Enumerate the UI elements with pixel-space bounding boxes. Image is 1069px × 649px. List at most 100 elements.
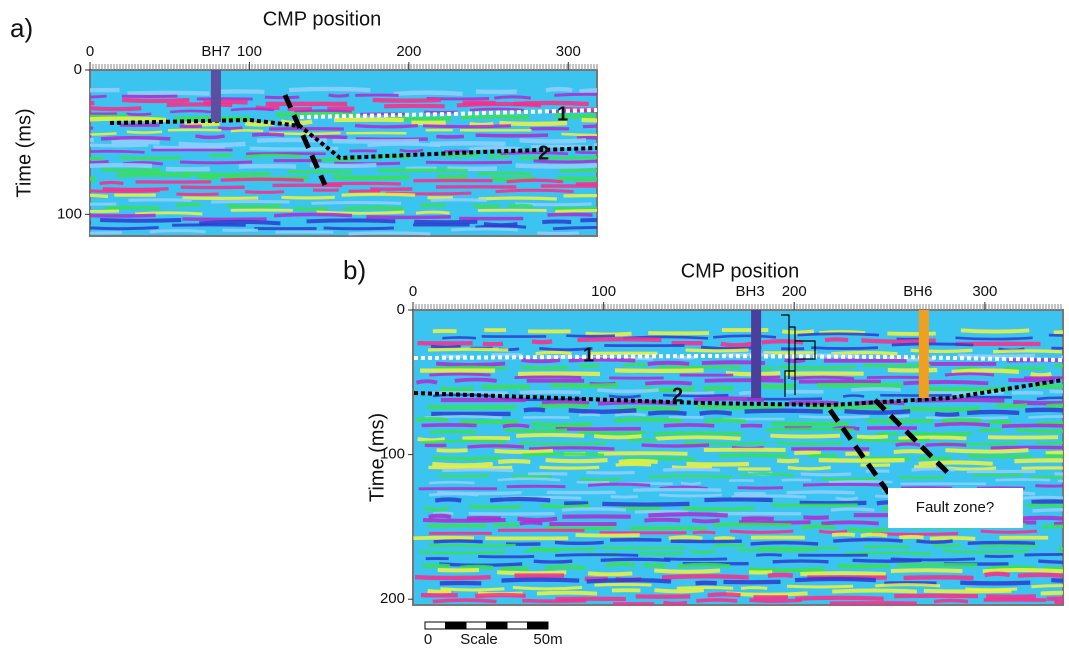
reflector [90,192,597,201]
reflector [90,188,574,196]
horizon-label: 1 [557,103,568,125]
reflector [433,362,1063,371]
x-axis-title: CMP position [681,260,800,282]
reflector [102,183,597,192]
borehole [210,70,221,122]
borehole [918,310,929,398]
scale-bar-segment [445,621,467,630]
reflector [432,393,1063,402]
reflector [90,97,589,107]
reflector [432,598,1063,605]
y-tick-label: 100 [380,446,405,463]
scale-bar-segment [465,621,487,630]
x-tick-label: 300 [972,283,997,300]
scale-label: Scale [460,631,498,648]
reflector [432,452,1063,461]
reflector [427,543,1063,551]
reflector [427,347,1062,356]
seismic-texture [413,328,1063,605]
reflector [101,168,597,177]
y-tick-label: 0 [397,301,405,318]
x-tick-label: 100 [237,43,262,60]
reflector [429,528,1038,536]
y-tick-label: 200 [380,590,405,607]
reflector [90,123,597,131]
reflector [90,92,597,101]
reflector [442,332,1063,341]
reflector [420,592,1063,602]
panel-label: b) [343,255,366,285]
annotation-box [888,488,1023,528]
y-axis-title: Time (ms) [366,413,388,502]
horizon-1 [299,108,598,119]
horizon-1 [413,353,1064,362]
reflector [429,427,1063,436]
y-tick-label: 100 [57,205,82,222]
reflector [90,223,597,231]
reflector [415,417,1063,428]
x-tick-label: 0 [86,43,94,60]
reflector [421,438,1063,446]
scale-bar-segment [527,621,549,630]
reflector [437,567,1063,577]
reflector [90,208,597,216]
reflector [104,202,597,211]
reflector [418,482,1063,491]
reflector [90,198,592,207]
horizon-2 [109,117,598,161]
reflector [440,396,1063,406]
reflector [90,86,597,97]
reflector [417,433,1059,443]
reflector [432,328,1063,337]
scale-start: 0 [424,631,432,648]
reflector [428,462,1063,471]
y-tick-label: 0 [74,61,82,78]
reflector [429,372,1063,381]
x-tick-label: 0 [409,283,417,300]
horizon-2 [413,378,1064,408]
reflector [437,487,1036,496]
x-tick-label: 200 [396,43,421,60]
x-axis-title: CMP position [263,8,382,30]
reflector [431,407,1063,418]
reflector [429,387,1063,396]
x-tick-label: 200 [782,283,807,300]
horizon-label: 1 [583,344,594,366]
reflector [433,537,1036,546]
reflector [427,403,1063,412]
x-tick-label: 300 [556,43,581,60]
borehole-label: BH7 [201,43,230,60]
horizon-label: 2 [672,384,683,406]
reflector [90,128,597,137]
scale-bar-segment [486,621,508,630]
reflector [90,142,597,151]
fault [282,93,328,187]
reflector [99,177,597,186]
x-tick-label: 100 [591,283,616,300]
fault [827,408,893,497]
annotation: Fault zone? [916,499,994,516]
fault [873,398,952,477]
borehole-label: BH6 [903,283,932,300]
seismic-texture [90,86,597,236]
scale-bar-segment [506,621,528,630]
reflector [413,532,1049,541]
panel-label: a) [10,13,33,43]
scale-end: 50m [533,631,562,648]
reflector [417,337,1041,348]
reflector [422,561,1063,573]
horizon-label: 2 [538,142,549,164]
borehole-label: BH3 [736,283,765,300]
scale-bar-segment [424,621,446,630]
lithology-log [781,314,816,397]
reflector [438,472,1063,482]
reflector [439,382,1063,393]
reflector [90,227,579,236]
reflector [90,137,587,148]
y-axis-title: Time (ms) [13,108,35,197]
reflector [432,458,1063,468]
reflector [425,552,1063,562]
borehole [751,310,762,398]
reflector [90,212,593,222]
